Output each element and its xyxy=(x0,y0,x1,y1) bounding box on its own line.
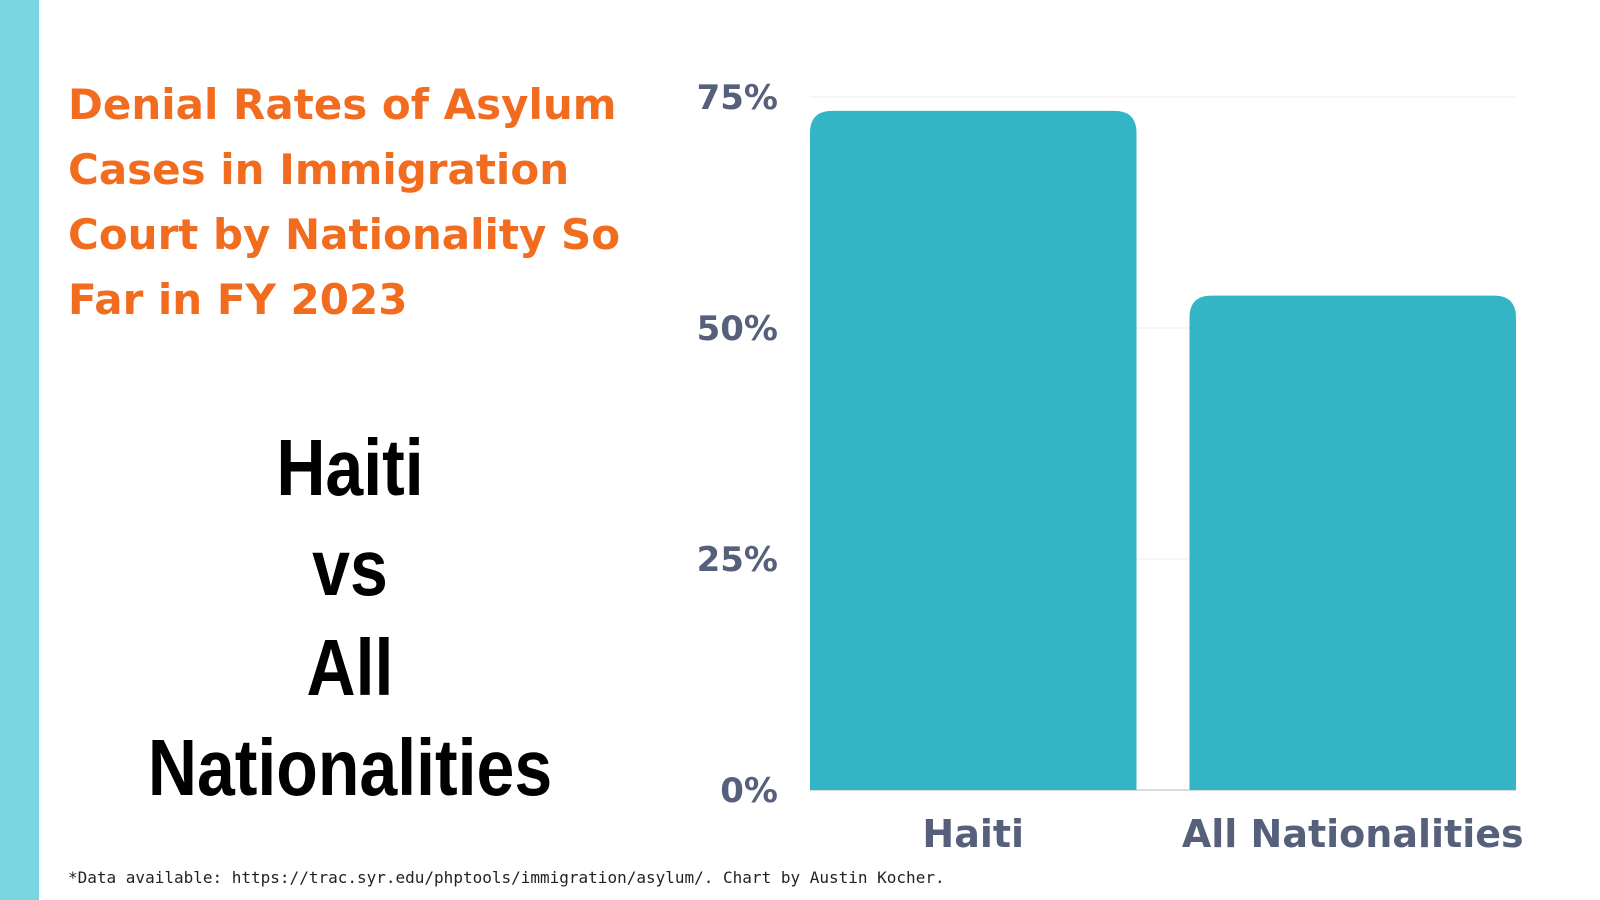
x-category-label: Haiti xyxy=(922,812,1024,856)
y-tick-label: 0% xyxy=(720,771,778,811)
bar xyxy=(810,111,1137,790)
footnote: *Data available: https://trac.syr.edu/ph… xyxy=(68,868,945,887)
bar xyxy=(1190,296,1517,790)
y-tick-label: 25% xyxy=(697,540,778,580)
x-category-label: All Nationalities xyxy=(1182,812,1524,856)
y-tick-label: 75% xyxy=(697,78,778,118)
y-tick-label: 50% xyxy=(697,309,778,349)
